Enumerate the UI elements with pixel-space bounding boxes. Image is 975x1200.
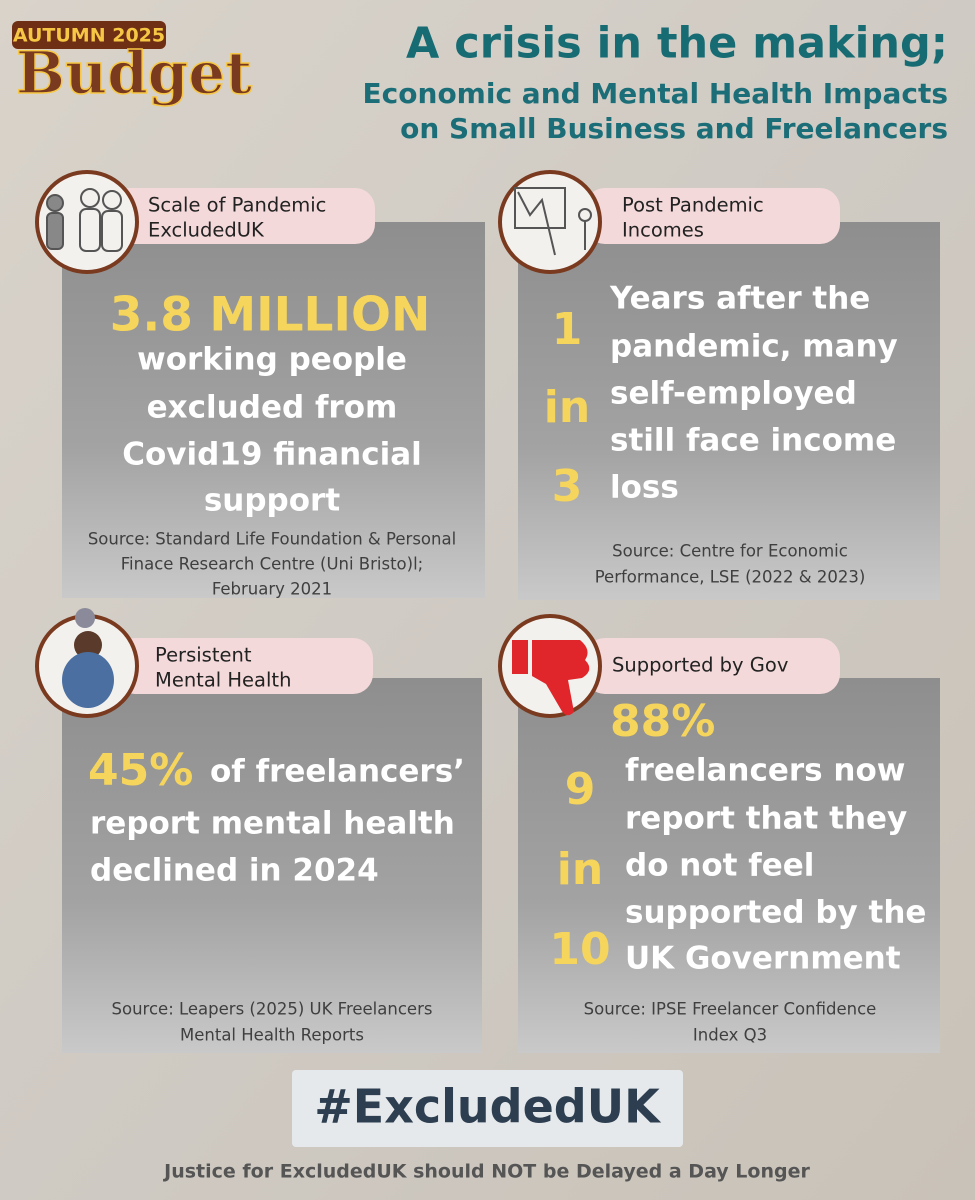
source: Mental Health Reports <box>180 1026 364 1045</box>
label-pill <box>585 638 840 694</box>
badge-box <box>12 21 166 49</box>
panel <box>518 678 940 1053</box>
source: February 2021 <box>212 580 332 599</box>
label-pill <box>115 638 373 694</box>
label-pill <box>585 188 840 244</box>
subtitle-line: on Small Business and Freelancers <box>400 112 948 145</box>
ratio: 10 <box>549 924 610 975</box>
panel-text: declined in 2024 <box>90 853 379 889</box>
ratio: in <box>557 844 603 895</box>
source: Performance, LSE (2022 & 2023) <box>595 568 866 587</box>
panel-text: working people <box>137 342 407 378</box>
hashtag: #ExcludedUK <box>314 1080 662 1134</box>
ratio: 1 <box>552 304 583 355</box>
source: Index Q3 <box>693 1026 767 1045</box>
panel-label: Post Pandemic <box>622 194 764 217</box>
highlight: 45% <box>88 745 193 796</box>
panel-label: Incomes <box>622 219 704 242</box>
chart-icon <box>514 187 592 256</box>
title: A crisis in the making; <box>406 19 948 69</box>
panel-text: Covid19 financial <box>122 437 422 473</box>
hashtag-box <box>292 1070 683 1147</box>
people-icon <box>46 188 123 252</box>
panel-text: Years after the <box>609 281 870 317</box>
panel-text: report that they <box>625 801 907 837</box>
panel <box>62 678 482 1053</box>
source: Source: Standard Life Foundation & Perso… <box>88 530 456 549</box>
panel-text: UK Government <box>625 941 901 977</box>
panel <box>62 222 485 598</box>
panel-text: pandemic, many <box>610 329 898 365</box>
ratio: in <box>544 382 590 433</box>
badge-top: AUTUMN 2025 <box>13 25 165 47</box>
panel-label: Mental Health <box>155 669 291 692</box>
source: Source: IPSE Freelancer Confidence <box>584 1000 877 1019</box>
label-pill <box>110 188 375 244</box>
panel-text: freelancers now <box>625 753 905 789</box>
subtitle-line: Economic and Mental Health Impacts <box>363 77 948 110</box>
panel-text: support <box>204 483 340 519</box>
panel-text: supported by the <box>625 895 926 931</box>
highlight: 3.8 MILLION <box>110 288 431 343</box>
highlight: 88% <box>610 696 715 747</box>
ratio: 9 <box>565 764 596 815</box>
panel-text: self-employed <box>610 376 857 412</box>
panel-label: ExcludedUK <box>148 219 265 242</box>
panel-text: of freelancers’ <box>210 754 465 790</box>
panel-text: loss <box>610 470 679 506</box>
panel-text: still face income <box>610 423 896 459</box>
panel-label: Persistent <box>155 644 252 667</box>
panel-text: excluded from <box>147 390 398 426</box>
thumbs-down-icon <box>512 640 590 716</box>
panel-text: report mental health <box>90 806 455 842</box>
source: Source: Centre for Economic <box>612 542 848 561</box>
source: Finace Research Centre (Uni Bristo)l; <box>121 555 424 574</box>
person-icon <box>62 608 114 708</box>
badge-bottom: Budget <box>16 39 252 107</box>
source: Source: Leapers (2025) UK Freelancers <box>112 1000 433 1019</box>
icon-circle <box>498 170 602 274</box>
panel-label: Scale of Pandemic <box>148 194 326 217</box>
panel-text: do not feel <box>625 848 814 884</box>
panel <box>518 222 940 600</box>
ratio: 3 <box>552 461 583 512</box>
panel-label: Supported by Gov <box>612 654 788 677</box>
footer: Justice for ExcludedUK should NOT be Del… <box>162 1161 810 1183</box>
